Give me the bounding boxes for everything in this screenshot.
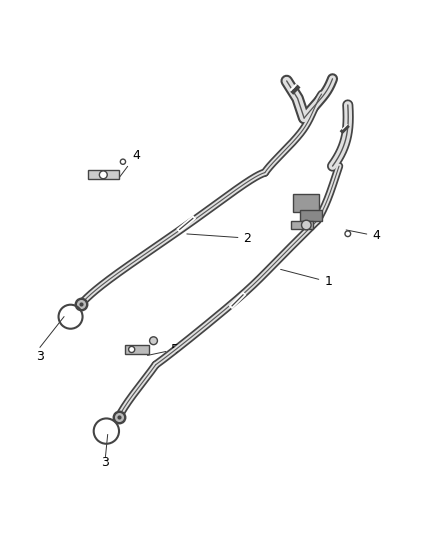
- Polygon shape: [293, 195, 319, 212]
- Polygon shape: [88, 171, 119, 179]
- Polygon shape: [125, 345, 149, 354]
- Ellipse shape: [129, 346, 135, 352]
- Text: 3: 3: [102, 456, 110, 470]
- Polygon shape: [300, 210, 321, 221]
- Ellipse shape: [301, 220, 311, 230]
- Text: 3: 3: [36, 350, 44, 362]
- Ellipse shape: [345, 231, 351, 237]
- Text: 2: 2: [187, 232, 251, 245]
- Ellipse shape: [150, 337, 157, 345]
- Text: 4: 4: [346, 229, 380, 243]
- Polygon shape: [291, 221, 313, 229]
- Text: 4: 4: [118, 149, 140, 179]
- Text: 1: 1: [281, 269, 332, 288]
- Ellipse shape: [99, 171, 107, 179]
- Text: 5: 5: [148, 343, 179, 356]
- Ellipse shape: [120, 159, 126, 164]
